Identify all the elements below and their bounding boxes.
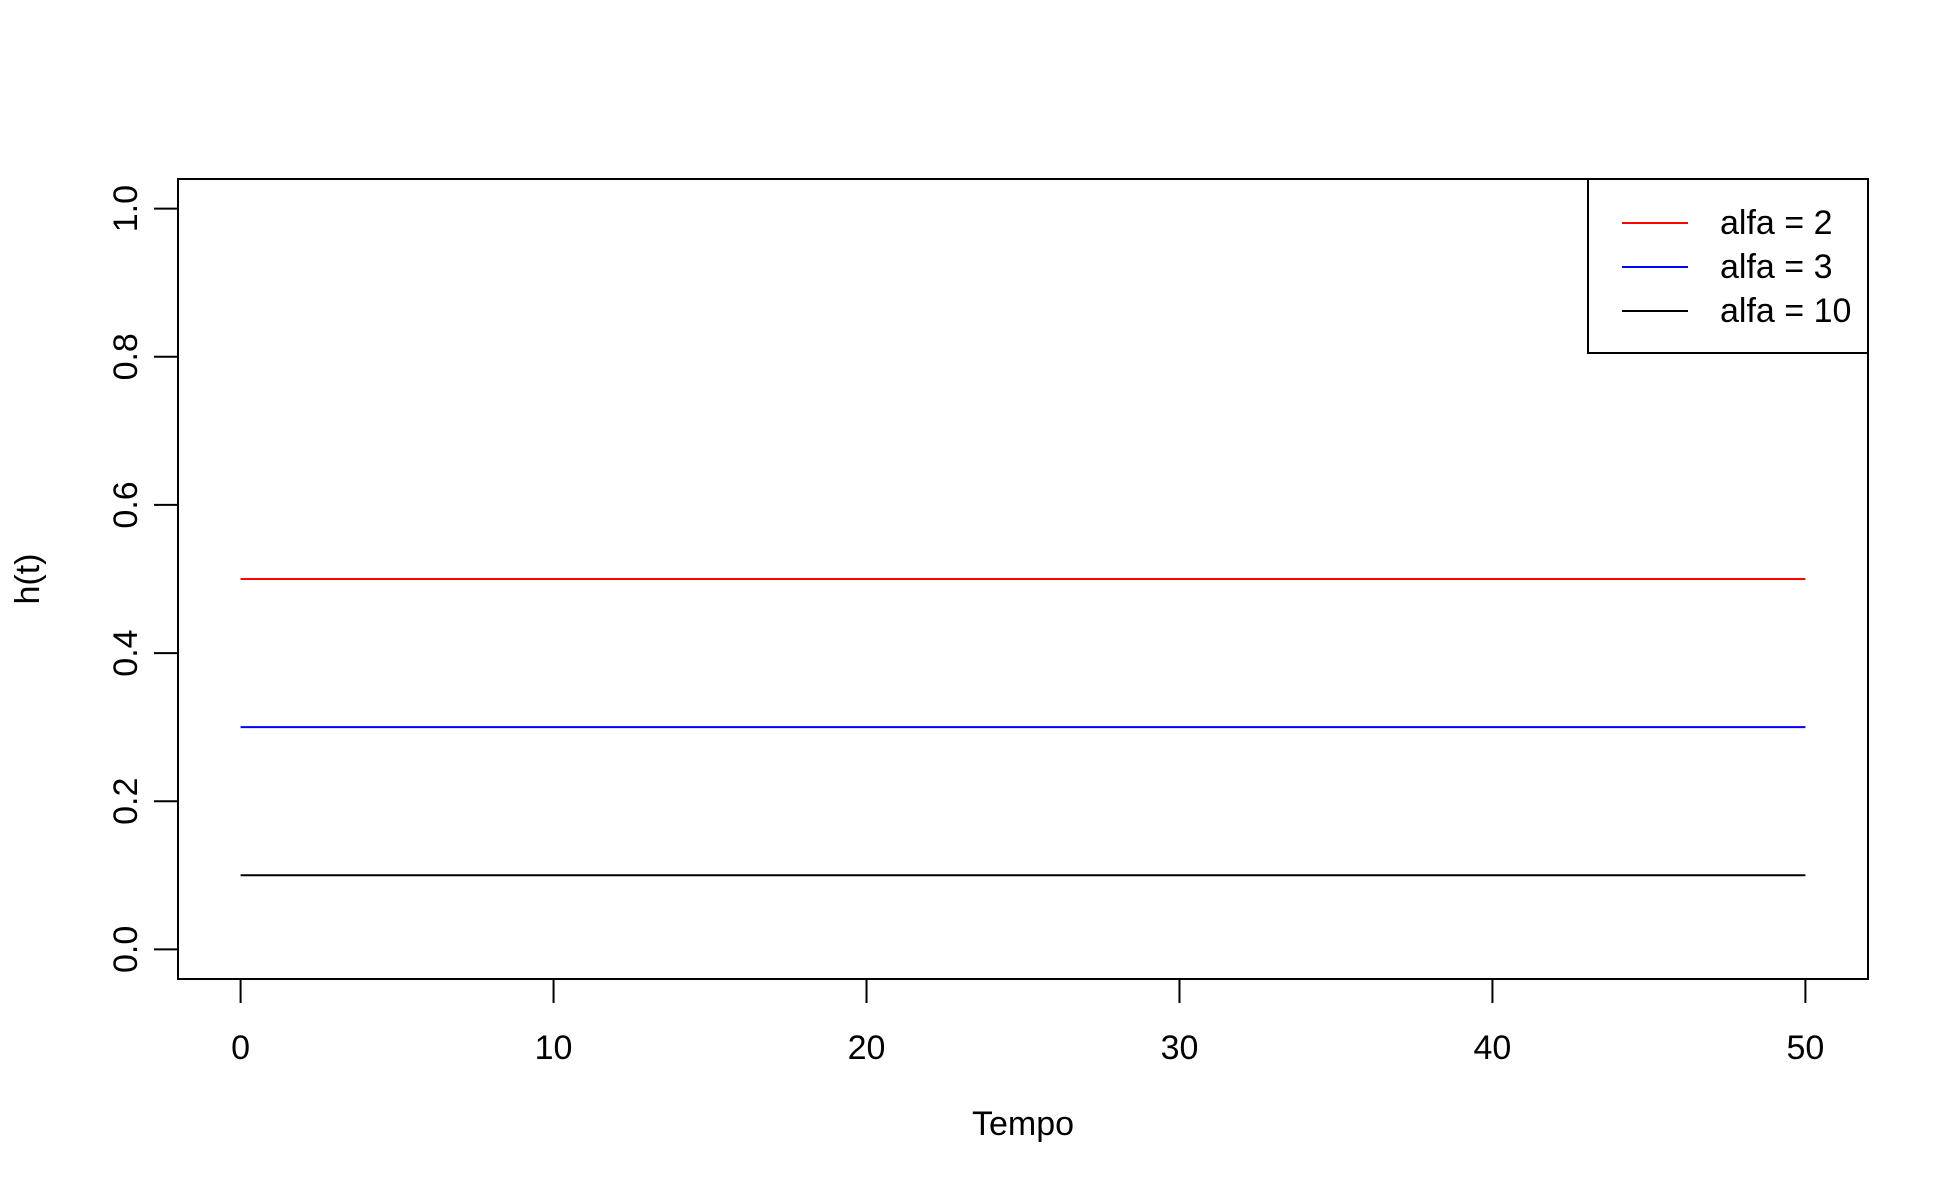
x-tick-label: 40 xyxy=(1474,1029,1512,1067)
y-tick-label: 1.0 xyxy=(107,185,145,232)
y-axis: 0.0 0.2 0.4 0.6 0.8 1.0 xyxy=(107,185,179,973)
legend-label-2: alfa = 3 xyxy=(1720,248,1832,286)
x-tick-label: 10 xyxy=(535,1029,573,1067)
plot-area xyxy=(240,578,1806,877)
y-tick-label: 0.8 xyxy=(107,333,145,380)
x-tick-label: 30 xyxy=(1161,1029,1199,1067)
x-tick-label: 0 xyxy=(231,1029,250,1067)
x-tick-label: 50 xyxy=(1786,1029,1824,1067)
y-tick-label: 0.2 xyxy=(107,778,145,825)
y-tick-label: 0.4 xyxy=(107,629,145,676)
x-tick-label: 20 xyxy=(848,1029,886,1067)
legend-label-1: alfa = 2 xyxy=(1720,204,1832,242)
y-tick-label: 0.6 xyxy=(107,481,145,528)
x-axis: 0 10 20 30 40 50 xyxy=(231,978,1824,1067)
y-axis-title: h(t) xyxy=(9,554,47,605)
y-tick-label: 0.0 xyxy=(107,926,145,973)
legend-label-3: alfa = 10 xyxy=(1720,292,1851,330)
legend: alfa = 2 alfa = 3 alfa = 10 xyxy=(1587,178,1869,354)
x-axis-title: Tempo xyxy=(972,1105,1074,1143)
